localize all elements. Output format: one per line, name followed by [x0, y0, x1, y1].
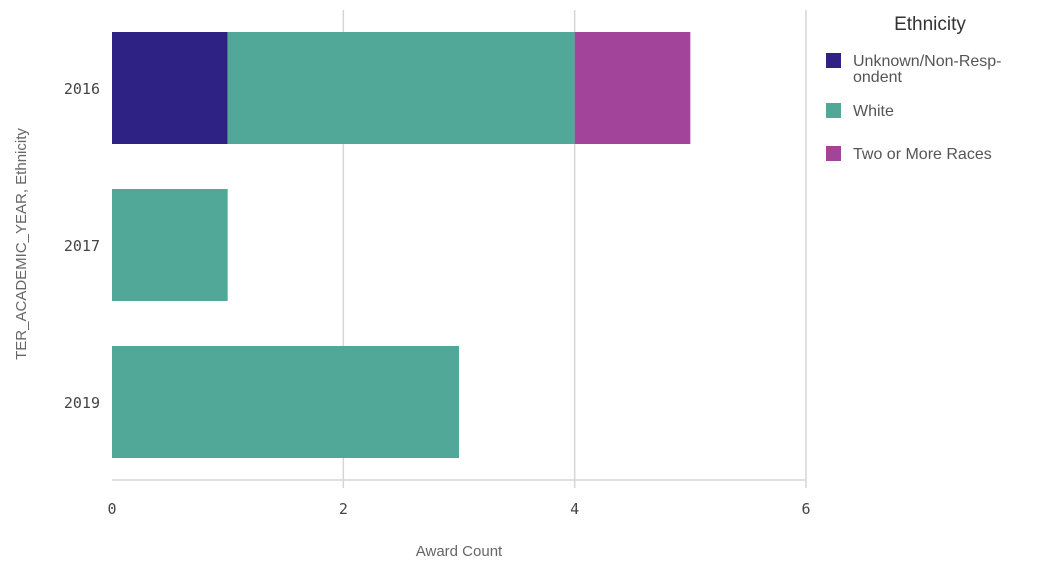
bar-2016-series-0: [112, 32, 228, 144]
legend-swatch-1: [826, 103, 841, 118]
x-axis-title: Award Count: [416, 543, 503, 560]
x-tick-label: 2: [339, 500, 348, 518]
bar-2017-series-1: [112, 189, 228, 301]
y-axis-title: TER_ACADEMIC_YEAR, Ethnicity: [13, 128, 30, 360]
bar-2016-series-1: [227, 32, 575, 144]
x-tick-label: 0: [107, 500, 116, 518]
legend-label: White: [853, 103, 894, 120]
x-tick-label: 4: [570, 500, 579, 518]
legend: Ethnicity Unknown/Non-Resp-ondent White Tw…: [826, 14, 1002, 163]
legend-swatch-0: [826, 53, 841, 68]
bars: [112, 32, 691, 458]
y-tick-label: 2016: [64, 80, 100, 98]
bar-2019-series-1: [112, 346, 459, 458]
y-tick-label: 2019: [64, 394, 100, 412]
legend-label: Two or More Races: [853, 146, 992, 163]
x-tick-label: 6: [801, 500, 810, 518]
axes: 0 2 4 6 2016 2017 2019: [64, 80, 811, 518]
legend-label: Unknown/Non-Resp-ondent: [853, 53, 1002, 86]
y-tick-label: 2017: [64, 237, 100, 255]
bar-2016-series-2: [574, 32, 691, 144]
legend-title: Ethnicity: [894, 14, 966, 35]
legend-swatch-2: [826, 146, 841, 161]
